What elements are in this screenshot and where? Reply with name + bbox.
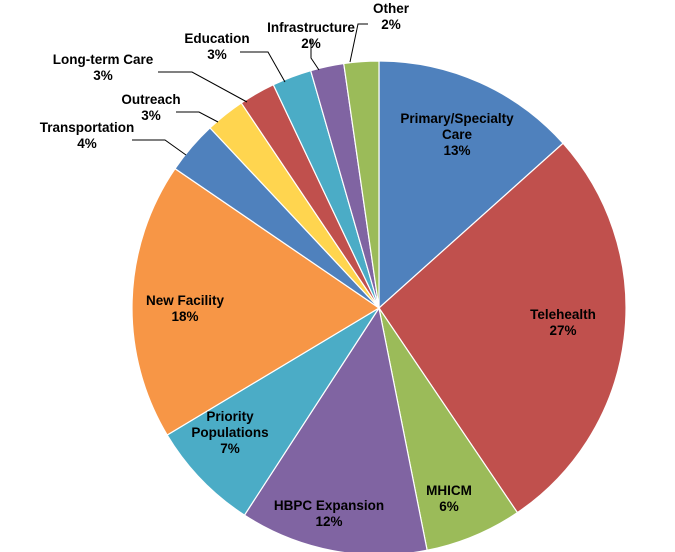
slice-name-primary-specialty-care: Primary/Specialty bbox=[400, 111, 514, 126]
slice-label-education: Education 3% bbox=[184, 31, 249, 62]
slice-name-mhicm: MHICM bbox=[426, 483, 472, 498]
leader-line-long-term-care bbox=[158, 71, 248, 103]
slice-label-infrastructure: Infrastructure 2% bbox=[267, 20, 355, 51]
slice-label-new-facility: New Facility 18% bbox=[146, 293, 225, 324]
slice-percent-new-facility: 18% bbox=[171, 309, 198, 324]
slice-label-transportation: Transportation 4% bbox=[40, 120, 135, 151]
slice-percent-hbpc-expansion: 12% bbox=[315, 514, 342, 529]
slice-name-primary-specialty-care: Care bbox=[442, 127, 473, 142]
leader-line-other bbox=[349, 23, 368, 63]
slice-label-other: Other 2% bbox=[373, 1, 410, 32]
slice-label-hbpc-expansion: HBPC Expansion 12% bbox=[274, 498, 384, 529]
slice-label-long-term-care: Long-term Care 3% bbox=[53, 52, 154, 83]
slice-name-telehealth: Telehealth bbox=[530, 307, 596, 322]
slice-name-outreach: Outreach bbox=[121, 92, 180, 107]
pie-slice-telehealth bbox=[378, 142, 627, 514]
slice-label-outreach: Outreach 3% bbox=[121, 92, 180, 123]
slice-percent-outreach: 3% bbox=[141, 108, 161, 123]
slice-name-long-term-care: Long-term Care bbox=[53, 52, 154, 67]
pie-slice-priority-populations bbox=[166, 307, 380, 516]
slice-label-telehealth: Telehealth 27% bbox=[530, 307, 596, 338]
pie-labels: Primary/Specialty Care 13% Telehealth 27% MHI… bbox=[40, 1, 596, 529]
slice-percent-priority-populations: 7% bbox=[220, 441, 240, 456]
slice-percent-telehealth: 27% bbox=[549, 323, 576, 338]
slice-name-infrastructure: Infrastructure bbox=[267, 20, 355, 35]
leader-line-infrastructure bbox=[310, 40, 320, 71]
slice-percent-education: 3% bbox=[207, 47, 227, 62]
slice-name-hbpc-expansion: HBPC Expansion bbox=[274, 498, 384, 513]
slice-percent-other: 2% bbox=[381, 17, 401, 32]
slice-name-priority-populations: Populations bbox=[191, 425, 268, 440]
slice-percent-infrastructure: 2% bbox=[301, 36, 321, 51]
slice-name-new-facility: New Facility bbox=[146, 293, 225, 308]
slice-name-other: Other bbox=[373, 1, 410, 16]
slice-name-priority-populations: Priority bbox=[206, 409, 254, 424]
leader-line-education bbox=[240, 51, 286, 83]
pie-slice-other bbox=[343, 60, 380, 309]
slice-name-education: Education bbox=[184, 31, 249, 46]
slice-percent-long-term-care: 3% bbox=[93, 68, 113, 83]
slice-percent-mhicm: 6% bbox=[439, 499, 459, 514]
slice-percent-primary-specialty-care: 13% bbox=[443, 143, 470, 158]
leader-line-transportation bbox=[132, 139, 187, 156]
pie-slice-primary-specialty-care bbox=[378, 60, 564, 310]
pie-slice-new-facility bbox=[131, 167, 381, 436]
pie-slice-hbpc-expansion bbox=[243, 306, 428, 552]
pie-slices bbox=[131, 60, 627, 552]
slice-percent-transportation: 4% bbox=[77, 136, 97, 151]
slice-label-primary-specialty-care: Primary/Specialty Care 13% bbox=[400, 111, 514, 158]
slice-label-priority-populations: Priority Populations 7% bbox=[191, 409, 268, 456]
leader-line-outreach bbox=[176, 111, 219, 123]
slice-name-transportation: Transportation bbox=[40, 120, 135, 135]
slice-label-mhicm: MHICM 6% bbox=[426, 483, 472, 514]
